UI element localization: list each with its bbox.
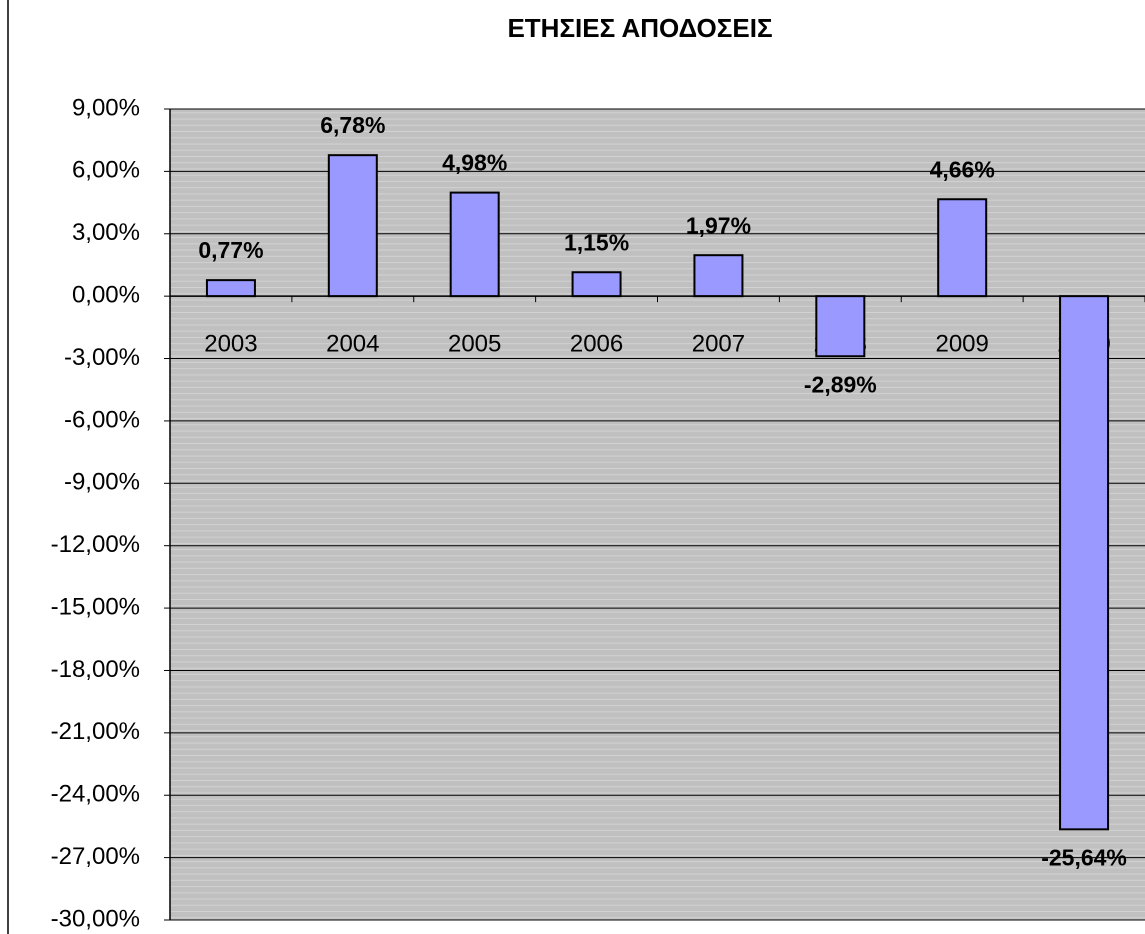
x-tick-label: 2003 xyxy=(204,330,257,357)
y-tick-label: -6,00% xyxy=(64,406,140,433)
y-tick-label: 6,00% xyxy=(72,157,140,184)
x-tick-label: 2004 xyxy=(326,330,379,357)
bar xyxy=(571,271,622,298)
y-tick-label: -12,00% xyxy=(51,531,140,558)
bar xyxy=(205,279,256,298)
bar xyxy=(327,154,378,298)
y-tick-label: -9,00% xyxy=(64,469,140,496)
data-label: -2,89% xyxy=(804,371,877,397)
chart-title: ΕΤΗΣΙΕΣ ΑΠΟΔΟΣΕΙΣ xyxy=(507,13,772,43)
y-tick-label: -30,00% xyxy=(51,905,140,932)
y-tick-label: 0,00% xyxy=(72,281,140,308)
data-label: 0,77% xyxy=(198,237,263,263)
plot-area xyxy=(170,109,1145,920)
y-tick-label: -3,00% xyxy=(64,344,140,371)
y-tick-label: 3,00% xyxy=(72,219,140,246)
bar xyxy=(693,254,744,298)
data-label: 6,78% xyxy=(320,112,385,138)
data-label: 4,98% xyxy=(442,150,507,176)
data-label: 4,66% xyxy=(930,156,995,182)
data-label: 1,15% xyxy=(564,229,629,255)
data-label: -25,64% xyxy=(1041,844,1127,870)
bar xyxy=(1059,295,1110,831)
y-tick-label: -24,00% xyxy=(51,781,140,808)
data-label: 1,97% xyxy=(686,212,751,238)
x-tick-label: 2005 xyxy=(448,330,501,357)
x-tick-label: 2007 xyxy=(692,330,745,357)
y-tick-label: -27,00% xyxy=(51,843,140,870)
y-tick-label: -15,00% xyxy=(51,593,140,620)
bar xyxy=(815,295,866,358)
x-tick-label: 2009 xyxy=(935,330,988,357)
y-tick-label: 9,00% xyxy=(72,94,140,121)
bar xyxy=(449,191,500,298)
y-tick-label: -18,00% xyxy=(51,656,140,683)
x-tick-label: 2006 xyxy=(570,330,623,357)
y-tick-label: -21,00% xyxy=(51,718,140,745)
bar xyxy=(937,198,988,298)
